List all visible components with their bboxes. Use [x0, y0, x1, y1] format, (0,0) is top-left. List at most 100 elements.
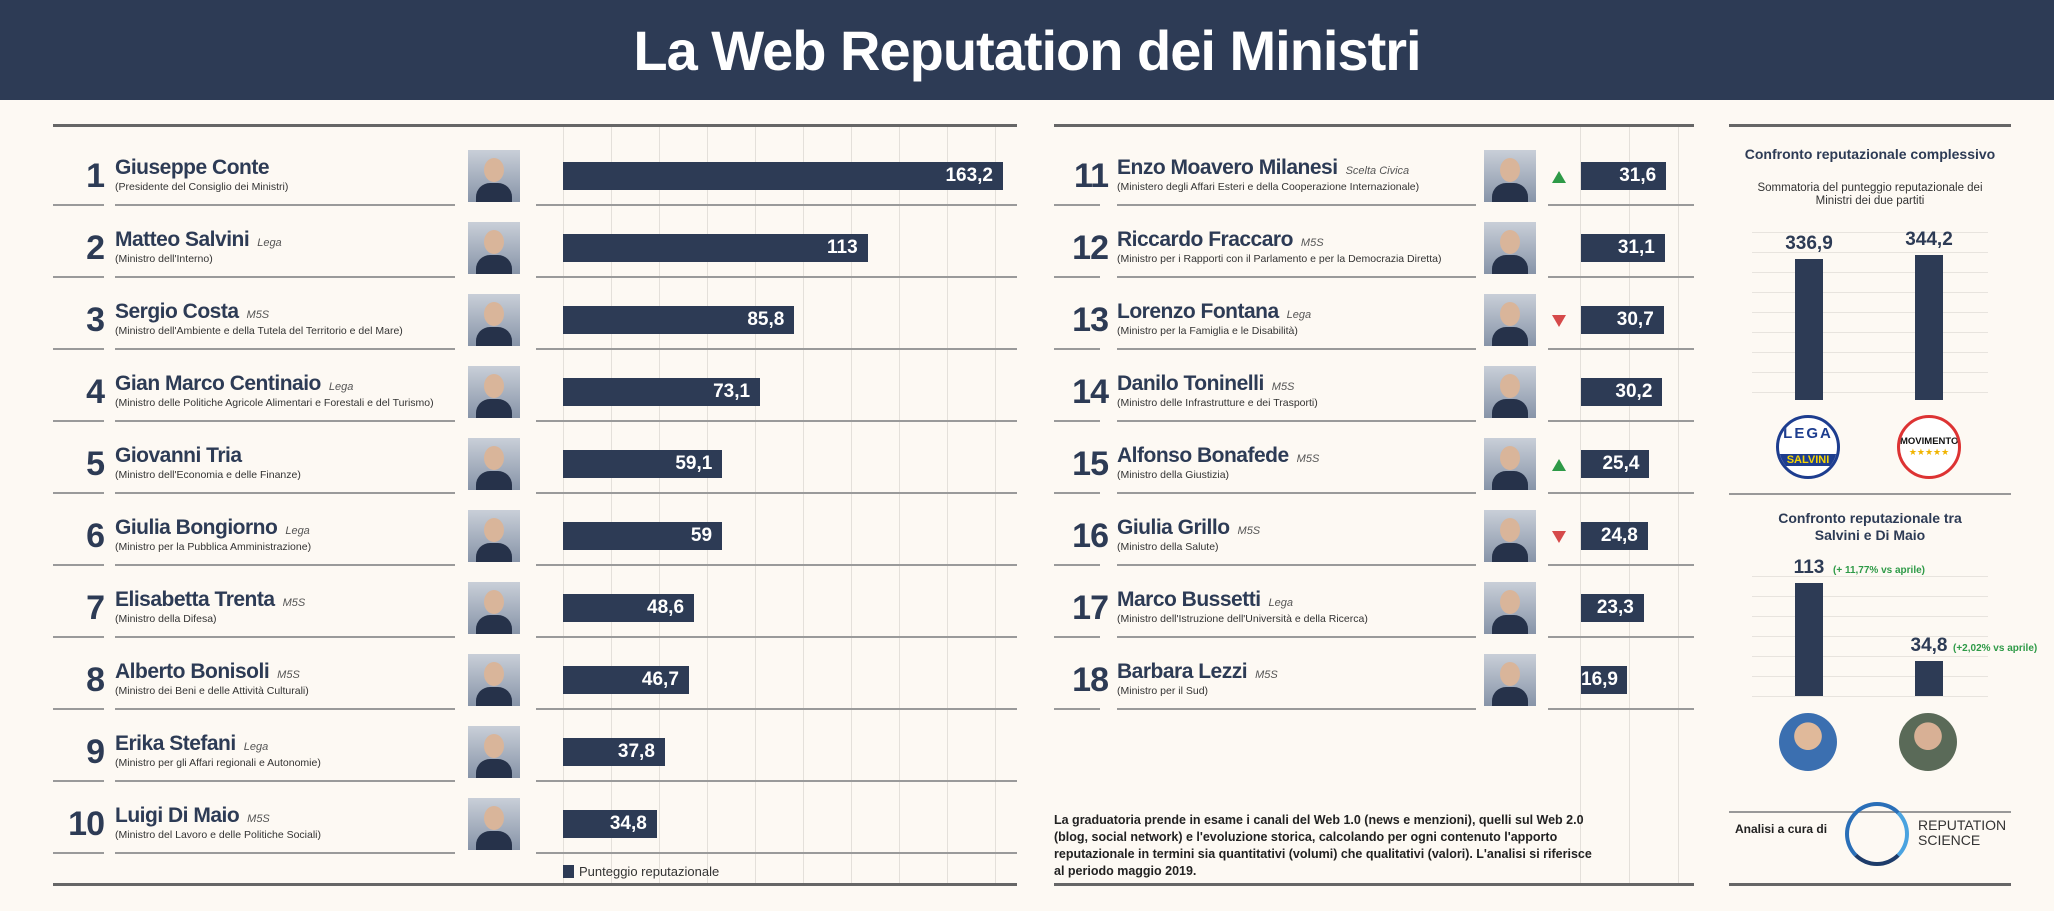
grid-line: [611, 127, 612, 883]
minister-name: Luigi Di Maio M5S: [115, 804, 270, 828]
page-title: La Web Reputation dei Ministri: [633, 18, 1421, 82]
score-bar: 30,7: [1581, 306, 1664, 334]
row-separator: [1054, 564, 1100, 566]
row-separator: [1117, 204, 1476, 206]
row-separator: [53, 708, 104, 710]
minister-photo: [1484, 366, 1536, 418]
row-separator: [536, 276, 1017, 278]
minister-photo: [468, 582, 520, 634]
grid-line: [1752, 676, 1988, 677]
dimaio-avatar: [1899, 713, 1957, 771]
row-separator: [1548, 420, 1694, 422]
minister-role: (Ministro dell'Interno): [115, 253, 213, 265]
minister-name: Alberto Bonisoli M5S: [115, 660, 300, 684]
comparison-value: 113: [1793, 557, 1825, 578]
grid-line: [947, 127, 948, 883]
row-separator: [1548, 708, 1694, 710]
grid-line: [1752, 312, 1988, 313]
minister-name: Gian Marco Centinaio Lega: [115, 372, 353, 396]
minister-photo: [1484, 582, 1536, 634]
logo-line-2: SCIENCE: [1918, 832, 1981, 848]
trend-up-icon: [1552, 459, 1566, 471]
grid-line: [1752, 392, 1988, 393]
party-label: M5S: [1296, 453, 1320, 465]
rank-number: 11: [1074, 157, 1109, 195]
rank-number: 9: [86, 733, 105, 771]
delta-annotation: (+ 11,77% vs aprile): [1833, 565, 1926, 576]
rank-number: 13: [1072, 301, 1109, 339]
comparison-bar: [1915, 661, 1943, 696]
party-label: Lega: [285, 525, 310, 537]
score-bar: 31,1: [1581, 234, 1665, 262]
score-bar: 25,4: [1581, 450, 1650, 478]
party-chart-title: Confronto reputazionale complessivo: [1744, 146, 1996, 162]
header-banner: La Web Reputation dei Ministri: [0, 0, 2054, 100]
trend-up-icon: [1552, 171, 1566, 183]
divider: [1054, 124, 1694, 127]
row-separator: [536, 636, 1017, 638]
m5s-logo: MOVIMENTO ★★★★★: [1897, 415, 1961, 479]
score-bar: 30,2: [1581, 378, 1663, 406]
minister-name: Giovanni Tria: [115, 444, 242, 468]
grid-line: [1752, 332, 1988, 333]
score-bar: 46,7: [563, 666, 689, 694]
minister-role: (Presidente del Consiglio dei Ministri): [115, 181, 289, 193]
leaders-chart-title: Confronto reputazionale tra Salvini e Di…: [1778, 510, 1962, 543]
minister-name: Giuseppe Conte: [115, 156, 270, 180]
grid-line: [755, 127, 756, 883]
row-separator: [53, 420, 104, 422]
minister-role: (Ministro del Lavoro e delle Politiche S…: [115, 829, 322, 841]
row-separator: [1054, 276, 1100, 278]
row-separator: [536, 708, 1017, 710]
party-label: Lega: [328, 381, 354, 393]
grid-line: [1580, 127, 1581, 883]
rank-number: 18: [1072, 661, 1109, 699]
grid-line: [899, 127, 900, 883]
rank-number: 17: [1072, 589, 1109, 627]
row-separator: [53, 780, 104, 782]
divider: [1729, 883, 2011, 886]
minister-role: (Ministero degli Affari Esteri e della C…: [1117, 181, 1420, 193]
rank-number: 7: [86, 589, 105, 627]
grid-line: [1752, 272, 1988, 273]
row-separator: [53, 492, 104, 494]
row-separator: [1548, 564, 1694, 566]
row-separator: [115, 780, 455, 782]
score-bar: 59: [563, 522, 723, 550]
minister-name: Lorenzo Fontana Lega: [1117, 300, 1311, 324]
grid-line: [1752, 636, 1988, 637]
score-bar: 48,6: [563, 594, 695, 622]
minister-name: Elisabetta Trenta M5S: [115, 588, 305, 612]
row-separator: [536, 204, 1017, 206]
minister-name-text: Giovanni Tria: [115, 444, 242, 467]
minister-photo: [468, 438, 520, 490]
rank-number: 8: [86, 661, 105, 699]
row-separator: [115, 852, 455, 854]
row-separator: [1117, 276, 1476, 278]
grid-line: [1752, 696, 1988, 697]
minister-name: Giulia Bongiorno Lega: [115, 516, 310, 540]
row-separator: [53, 348, 104, 350]
grid-line: [1629, 127, 1630, 883]
grid-line: [1752, 232, 1988, 233]
minister-role: (Ministro dell'Istruzione dell'Universit…: [1117, 613, 1368, 625]
minister-photo: [1484, 438, 1536, 490]
row-separator: [1054, 420, 1100, 422]
minister-role: (Ministro delle Infrastrutture e dei Tra…: [1117, 397, 1318, 409]
score-bar: 16,9: [1581, 666, 1627, 694]
row-separator: [53, 852, 104, 854]
minister-name-text: Alfonso Bonafede: [1117, 444, 1289, 467]
row-separator: [1117, 636, 1476, 638]
divider: [1054, 883, 1694, 886]
grid-line: [563, 127, 564, 883]
row-separator: [115, 564, 455, 566]
score-bar: 23,3: [1581, 594, 1644, 622]
rank-number: 10: [68, 805, 105, 843]
comparison-bar: [1915, 255, 1943, 400]
score-bar: 34,8: [563, 810, 657, 838]
score-bar: 113: [563, 234, 868, 262]
row-separator: [115, 204, 455, 206]
minister-photo: [1484, 654, 1536, 706]
legend-label: Punteggio reputazionale: [579, 864, 720, 879]
row-separator: [536, 564, 1017, 566]
